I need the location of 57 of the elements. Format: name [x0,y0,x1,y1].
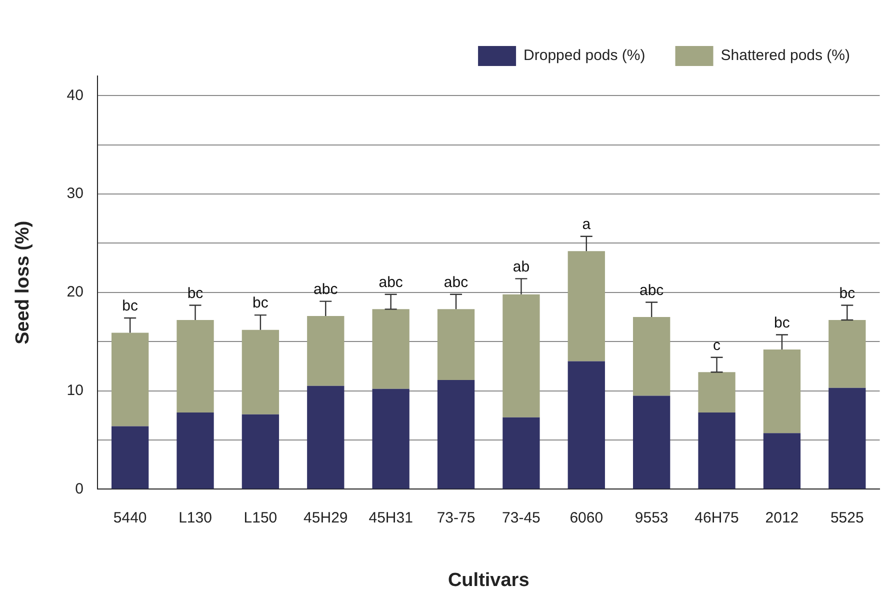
x-tick-label: 5440 [113,509,147,526]
bar [307,316,344,386]
legend-label: Shattered pods (%) [720,47,850,64]
bar [828,388,866,489]
bar [698,372,736,412]
bar [176,320,214,412]
x-tick-label: 6060 [570,509,604,526]
bar [372,309,410,389]
bar [372,388,410,489]
y-tick-label: 30 [66,185,84,202]
x-tick-label: 45H31 [368,509,413,526]
bar [502,294,540,418]
x-tick-label: 5525 [830,509,864,526]
bar [568,251,605,362]
x-axis-title: Cultivars [448,570,530,591]
bar [502,417,540,489]
annotation: bc [122,298,138,315]
x-tick-label: 73-45 [502,509,540,526]
bar [437,309,475,380]
y-tick-label: 20 [66,284,84,301]
x-tick-label: L150 [244,509,278,526]
x-tick-label: L130 [178,509,212,526]
bar [828,320,866,388]
annotation: abc [444,274,469,292]
legend-label: Dropped pods (%) [524,47,646,64]
bar [633,317,670,396]
annotation: bc [774,314,790,332]
bar [437,380,475,489]
bar [763,350,801,434]
bar [242,414,280,489]
annotation: bc [252,294,269,312]
bar [176,412,214,489]
bar [112,332,149,426]
annotation: abc [639,282,664,299]
y-tick-label: 10 [66,382,84,399]
bar [242,330,280,414]
x-tick-label: 2012 [765,509,799,526]
y-tick-label: 40 [66,86,84,104]
annotation: abc [314,280,338,298]
bar [307,386,344,489]
x-tick-label: 73-75 [436,509,476,526]
bar [698,412,736,489]
annotation: ab [512,258,530,276]
annotation: c [713,337,722,354]
x-tick-label: 45H29 [304,509,348,526]
x-tick-label: 9553 [634,509,668,526]
annotation: bc [839,284,856,302]
bar [633,396,670,489]
bar [763,433,801,489]
y-tick-label: 0 [75,480,84,498]
annotation: a [582,216,592,233]
bar [112,426,149,489]
annotation: bc [187,284,204,302]
bar [568,361,605,489]
annotation: abc [378,274,404,292]
x-tick-label: 46H75 [694,509,739,526]
y-axis-title: Seed loss (%) [12,220,34,344]
